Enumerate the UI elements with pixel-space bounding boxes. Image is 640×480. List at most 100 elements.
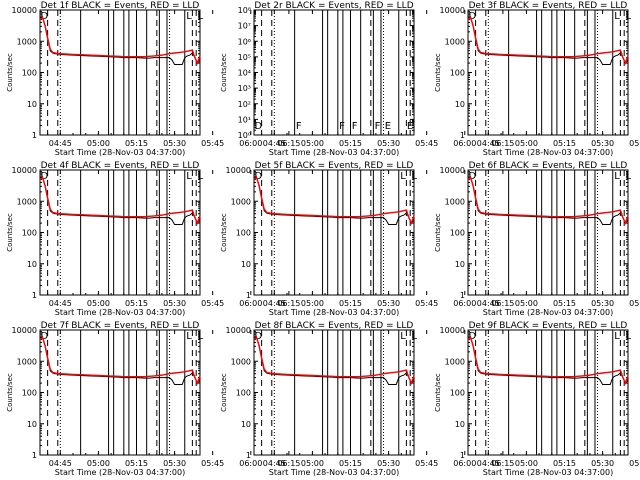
lld-series-line xyxy=(467,336,629,385)
y-tick-label: 10¹ xyxy=(238,115,251,124)
x-tick-label: 05:45 xyxy=(415,459,438,468)
marker-letter-left: L xyxy=(625,11,631,22)
y-tick-label: 10 xyxy=(27,420,37,429)
y-tick-label: 1 xyxy=(246,291,251,300)
x-tick-label: 05:30 xyxy=(377,299,400,308)
lld-series-line xyxy=(467,176,629,225)
x-tick-label: 06:15 xyxy=(491,139,514,148)
y-tick-label: 1 xyxy=(32,131,37,140)
x-tick-label: 06:00 xyxy=(453,139,476,148)
x-tick-label: 05:30 xyxy=(591,139,614,148)
x-tick-label: 05:30 xyxy=(591,459,614,468)
marker-letter-left: L xyxy=(411,331,417,342)
marker-letter-open: D xyxy=(41,171,49,182)
y-axis-label: Counts/sec xyxy=(6,213,14,252)
x-tick-label: 05:15 xyxy=(553,139,576,148)
y-tick-label: 1000 xyxy=(231,197,251,206)
x-tick-label: 04:45 xyxy=(477,459,500,468)
y-tick-label: 10 xyxy=(455,100,465,109)
events-series-line xyxy=(467,336,629,385)
x-tick-label: 06:00 xyxy=(453,459,476,468)
x-axis-label: Start Time (28-Nov-03 04:37:00) xyxy=(55,148,185,157)
y-tick-label: 10⁶ xyxy=(238,37,251,46)
events-series-line xyxy=(253,176,415,225)
y-tick-label: 1000 xyxy=(445,37,465,46)
marker-letter-left: L xyxy=(186,11,192,22)
marker-letter-open: D xyxy=(255,121,263,132)
x-tick-label: 06:15 xyxy=(277,299,300,308)
marker-letter-left: L xyxy=(625,331,631,342)
y-axis-label: Counts/sec xyxy=(434,213,442,252)
y-tick-label: 10³ xyxy=(238,84,251,93)
panel-title: Det 9f BLACK = Events, RED = LLD xyxy=(469,321,628,331)
x-tick-label: 05:15 xyxy=(339,139,362,148)
x-tick-label: 05:45 xyxy=(629,139,640,148)
detector-panel: Det 1f BLACK = Events, RED = LLD 1 10 100 10… xyxy=(6,1,300,157)
x-tick-label: 05:15 xyxy=(125,459,148,468)
y-tick-label: 1000 xyxy=(17,357,37,366)
x-tick-label: 04:45 xyxy=(263,299,286,308)
x-tick-label: 05:15 xyxy=(553,459,576,468)
x-tick-label: 05:00 xyxy=(301,139,324,148)
x-tick-label: 05:45 xyxy=(629,299,640,308)
lld-series-line xyxy=(253,176,415,225)
x-tick-label: 05:00 xyxy=(515,299,538,308)
y-tick-label: 10⁸ xyxy=(238,6,251,15)
detector-panel: Det 5f BLACK = Events, RED = LLD11010010… xyxy=(220,161,514,317)
marker-letter-left: L xyxy=(614,11,620,22)
y-tick-label: 10 xyxy=(455,420,465,429)
x-tick-label: 05:15 xyxy=(553,299,576,308)
x-axis-label: Start Time (28-Nov-03 04:37:00) xyxy=(55,308,185,317)
x-tick-label: 05:00 xyxy=(87,139,110,148)
x-tick-label: 05:15 xyxy=(339,459,362,468)
y-tick-label: 10 xyxy=(27,260,37,269)
x-tick-label: 06:15 xyxy=(491,459,514,468)
marker-letter-flag: F xyxy=(339,121,345,132)
lld-series-line xyxy=(253,336,415,385)
panel-title: Det 8f BLACK = Events, RED = LLD xyxy=(255,321,414,331)
marker-letter-open: D xyxy=(41,331,49,342)
panel-title: Det 7f BLACK = Events, RED = LLD xyxy=(41,321,200,331)
y-axis-label: Counts/sec xyxy=(6,53,14,92)
lld-series-line xyxy=(39,176,201,225)
x-tick-label: 05:15 xyxy=(125,139,148,148)
x-tick-label: 05:45 xyxy=(201,459,224,468)
x-tick-label: 05:15 xyxy=(339,299,362,308)
marker-letter-left: L xyxy=(625,171,631,182)
x-tick-label: 05:45 xyxy=(629,459,640,468)
y-tick-label: 10⁵ xyxy=(238,53,251,62)
x-tick-label: 05:00 xyxy=(87,299,110,308)
marker-letter-end: E xyxy=(407,121,413,132)
marker-letter-open: D xyxy=(469,331,477,342)
y-tick-label: 10000 xyxy=(440,166,465,175)
marker-letter-left: L xyxy=(186,171,192,182)
y-axis-label: Counts/sec xyxy=(220,53,228,92)
x-tick-label: 05:30 xyxy=(591,299,614,308)
x-tick-label: 04:45 xyxy=(263,459,286,468)
x-axis-label: Start Time (28-Nov-03 04:37:00) xyxy=(269,148,399,157)
x-tick-label: 06:00 xyxy=(453,299,476,308)
marker-letter-open: D xyxy=(255,171,263,182)
marker-letter-left: L xyxy=(614,331,620,342)
y-tick-label: 10000 xyxy=(226,166,251,175)
y-tick-label: 10⁷ xyxy=(238,22,251,31)
y-tick-label: 10 xyxy=(241,420,251,429)
y-tick-label: 100 xyxy=(450,69,465,78)
x-tick-label: 05:45 xyxy=(415,139,438,148)
x-tick-label: 06:15 xyxy=(277,139,300,148)
y-tick-label: 1 xyxy=(460,131,465,140)
plot-frame xyxy=(39,329,201,456)
y-tick-label: 1000 xyxy=(17,197,37,206)
y-tick-label: 10⁰ xyxy=(238,131,251,140)
marker-letter-left: L xyxy=(197,11,203,22)
marker-letter-left: L xyxy=(411,171,417,182)
marker-letter-left: L xyxy=(186,331,192,342)
x-axis-label: Start Time (28-Nov-03 04:37:00) xyxy=(483,468,613,477)
x-tick-label: 06:15 xyxy=(491,299,514,308)
marker-letter-flag: F xyxy=(352,121,358,132)
marker-letter-open: D xyxy=(255,331,263,342)
marker-letter-left: L xyxy=(614,171,620,182)
y-axis-label: Counts/sec xyxy=(220,213,228,252)
marker-letter-left: L xyxy=(197,171,203,182)
events-series-line xyxy=(39,16,201,65)
